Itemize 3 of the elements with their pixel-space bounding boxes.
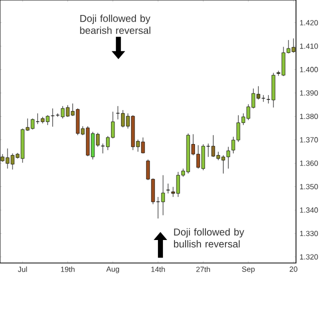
annotation: Doji followed by bearish reversal — [80, 14, 150, 34]
annotation: Doji followed by bullish reversal — [174, 228, 244, 248]
candlestick — [166, 183, 170, 194]
